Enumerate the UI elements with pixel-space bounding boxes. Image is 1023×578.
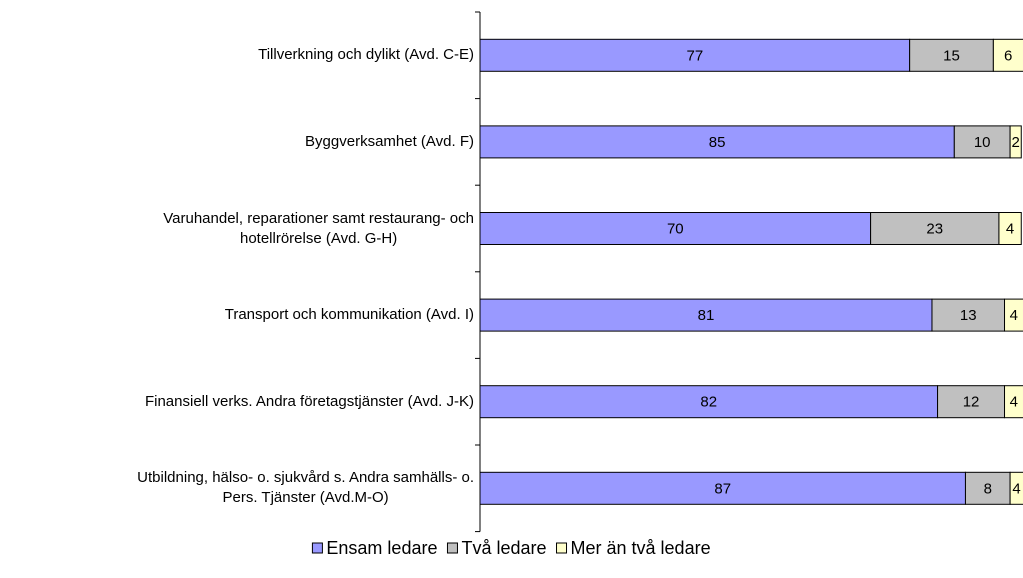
bar-segment <box>1009 125 1022 159</box>
bar-segment <box>479 471 966 505</box>
value-label: 81 <box>698 307 715 324</box>
bar-segment <box>964 471 1011 505</box>
legend-label: Ensam ledare <box>326 538 437 558</box>
bar-segment <box>953 125 1011 159</box>
legend-swatch <box>556 542 568 554</box>
legend-label: Mer än två ledare <box>571 538 711 558</box>
legend-swatch <box>311 542 323 554</box>
value-label: 82 <box>700 394 717 411</box>
value-label: 13 <box>960 307 977 324</box>
category-label: Utbildning, hälso- o. sjukvård s. Andra … <box>137 469 474 507</box>
category-label: Varuhandel, reparationer samt restaurang… <box>163 209 474 247</box>
bar-segment <box>909 38 994 72</box>
bar-segment <box>479 38 911 72</box>
category-label: Byggverksamhet (Avd. F) <box>305 132 474 150</box>
value-label: 12 <box>963 394 980 411</box>
category-label: Finansiell verks. Andra företagstjänster… <box>144 392 474 410</box>
bar-segment <box>870 212 1000 245</box>
bar-segment <box>1004 385 1023 419</box>
value-label: 77 <box>686 47 703 64</box>
value-label: 10 <box>974 134 991 151</box>
category-label: Tillverkning och dylikt (Avd. C-E) <box>258 46 474 64</box>
bar-segment <box>931 298 1006 332</box>
value-label: 15 <box>943 47 960 64</box>
bar-segment <box>479 125 955 159</box>
value-label: 70 <box>667 220 684 237</box>
value-label: 8 <box>984 480 992 497</box>
value-label: 4 <box>1006 220 1014 237</box>
value-label: 4 <box>1012 480 1020 497</box>
value-label: 2 <box>1012 134 1020 151</box>
bar-segment <box>1009 471 1023 505</box>
value-label: 6 <box>1004 47 1012 64</box>
bar-segment <box>998 212 1022 245</box>
value-label: 4 <box>1010 394 1018 411</box>
legend-swatch <box>446 542 458 554</box>
legend-label: Två ledare <box>461 538 546 558</box>
value-label: 23 <box>926 220 943 237</box>
bar-segment <box>1004 298 1023 332</box>
value-label: 87 <box>714 480 731 497</box>
bar-segment <box>992 38 1023 72</box>
value-label: 85 <box>709 134 726 151</box>
category-label: Transport och kommunikation (Avd. I) <box>224 306 474 324</box>
value-label: 4 <box>1010 307 1018 324</box>
bar-segment <box>479 298 933 332</box>
